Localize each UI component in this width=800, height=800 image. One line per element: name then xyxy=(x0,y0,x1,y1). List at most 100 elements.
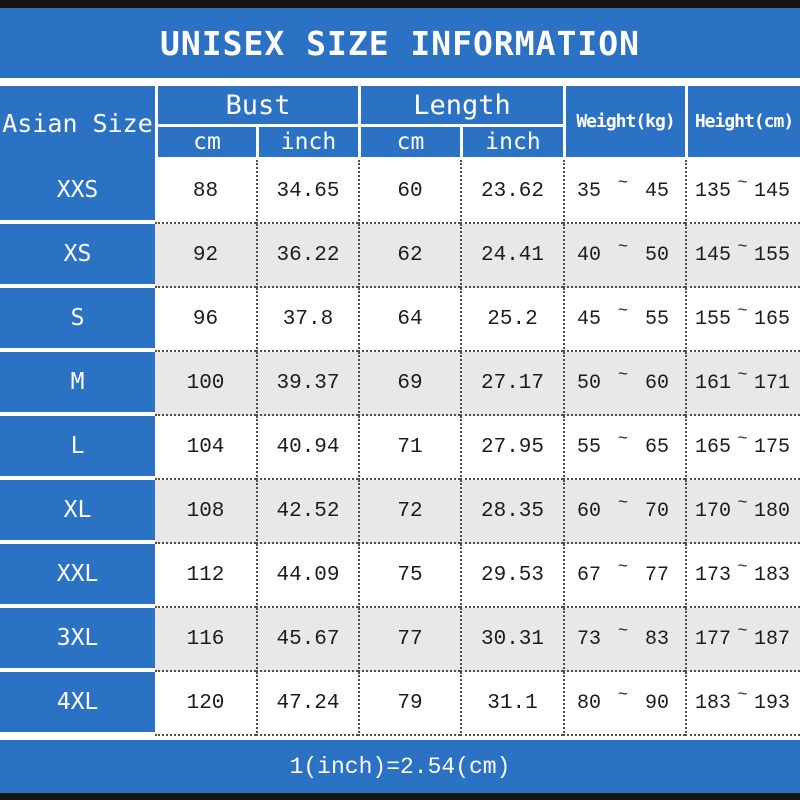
size-label: M xyxy=(0,352,155,416)
tilde-separator: ~ xyxy=(617,493,629,513)
height-min-value: 135 xyxy=(695,179,732,203)
bust-cm-value: 108 xyxy=(155,480,256,544)
weight-max-value: 70 xyxy=(644,499,669,523)
weight-range: 35 ~ 45 xyxy=(563,160,685,224)
tilde-separator: ~ xyxy=(617,621,629,641)
table-row: XXL 112 44.09 75 29.53 67 ~ 77 173 ~ 183 xyxy=(0,544,800,608)
size-label: L xyxy=(0,416,155,480)
weight-max-value: 90 xyxy=(644,691,669,715)
bust-cm-value: 92 xyxy=(155,224,256,288)
bottom-edge-bar xyxy=(0,793,800,800)
header-length-cm: cm xyxy=(358,127,460,160)
length-cm-value: 64 xyxy=(358,288,460,352)
table-row: XL 108 42.52 72 28.35 60 ~ 70 170 ~ 180 xyxy=(0,480,800,544)
height-min-value: 170 xyxy=(695,499,732,523)
bust-inch-value: 47.24 xyxy=(256,672,358,736)
height-range: 135 ~ 145 xyxy=(685,160,800,224)
tilde-separator: ~ xyxy=(737,621,748,641)
bust-inch-value: 39.37 xyxy=(256,352,358,416)
tilde-separator: ~ xyxy=(617,237,629,257)
table-body: XXS 88 34.65 60 23.62 35 ~ 45 135 ~ 145 … xyxy=(0,160,800,736)
bust-inch-value: 34.65 xyxy=(256,160,358,224)
table-row: 4XL 120 47.24 79 31.1 80 ~ 90 183 ~ 193 xyxy=(0,672,800,736)
weight-max-value: 83 xyxy=(644,627,669,651)
header-length: Length xyxy=(358,86,563,127)
title-divider xyxy=(0,78,800,86)
height-max-value: 183 xyxy=(753,563,790,587)
bust-cm-value: 96 xyxy=(155,288,256,352)
length-inch-value: 27.17 xyxy=(460,352,563,416)
tilde-separator: ~ xyxy=(617,365,629,385)
weight-max-value: 45 xyxy=(644,179,669,203)
weight-min-value: 80 xyxy=(577,691,602,715)
height-min-value: 183 xyxy=(695,691,732,715)
tilde-separator: ~ xyxy=(617,685,629,705)
table-row: XXS 88 34.65 60 23.62 35 ~ 45 135 ~ 145 xyxy=(0,160,800,224)
table-row: M 100 39.37 69 27.17 50 ~ 60 161 ~ 171 xyxy=(0,352,800,416)
weight-range: 55 ~ 65 xyxy=(563,416,685,480)
size-label: S xyxy=(0,288,155,352)
header-bust-cm: cm xyxy=(155,127,256,160)
weight-range: 67 ~ 77 xyxy=(563,544,685,608)
bust-inch-value: 36.22 xyxy=(256,224,358,288)
weight-max-value: 55 xyxy=(644,307,669,331)
height-min-value: 161 xyxy=(695,371,732,395)
weight-min-value: 55 xyxy=(577,435,602,459)
weight-range: 80 ~ 90 xyxy=(563,672,685,736)
bust-inch-value: 44.09 xyxy=(256,544,358,608)
size-label: XS xyxy=(0,224,155,288)
bust-cm-value: 104 xyxy=(155,416,256,480)
table-row: 3XL 116 45.67 77 30.31 73 ~ 83 177 ~ 187 xyxy=(0,608,800,672)
header-bust: Bust xyxy=(155,86,358,127)
length-inch-value: 23.62 xyxy=(460,160,563,224)
top-edge-bar xyxy=(0,0,800,8)
length-inch-value: 24.41 xyxy=(460,224,563,288)
height-range: 145 ~ 155 xyxy=(685,224,800,288)
weight-min-value: 40 xyxy=(577,243,602,267)
height-max-value: 165 xyxy=(753,307,790,331)
weight-min-value: 45 xyxy=(577,307,602,331)
weight-range: 60 ~ 70 xyxy=(563,480,685,544)
length-inch-value: 28.35 xyxy=(460,480,563,544)
size-label: XXS xyxy=(0,160,155,224)
table-row: L 104 40.94 71 27.95 55 ~ 65 165 ~ 175 xyxy=(0,416,800,480)
height-min-value: 155 xyxy=(695,307,732,331)
bust-cm-value: 112 xyxy=(155,544,256,608)
table-header: Asian Size Bust Length cm inch cm inch W… xyxy=(0,86,800,160)
length-inch-value: 30.31 xyxy=(460,608,563,672)
size-label: XXL xyxy=(0,544,155,608)
weight-min-value: 67 xyxy=(577,563,602,587)
weight-max-value: 77 xyxy=(644,563,669,587)
table-row: XS 92 36.22 62 24.41 40 ~ 50 145 ~ 155 xyxy=(0,224,800,288)
height-min-value: 145 xyxy=(695,243,732,267)
length-cm-value: 72 xyxy=(358,480,460,544)
header-length-inch: inch xyxy=(460,127,563,160)
length-inch-value: 25.2 xyxy=(460,288,563,352)
height-range: 183 ~ 193 xyxy=(685,672,800,736)
page-title: UNISEX SIZE INFORMATION xyxy=(160,23,640,63)
weight-max-value: 50 xyxy=(644,243,669,267)
height-max-value: 193 xyxy=(753,691,790,715)
tilde-separator: ~ xyxy=(737,173,748,193)
tilde-separator: ~ xyxy=(737,365,748,385)
length-inch-value: 27.95 xyxy=(460,416,563,480)
weight-range: 45 ~ 55 xyxy=(563,288,685,352)
weight-min-value: 35 xyxy=(577,179,602,203)
height-max-value: 175 xyxy=(753,435,790,459)
header-asian-size: Asian Size xyxy=(0,86,155,160)
tilde-separator: ~ xyxy=(737,301,748,321)
height-range: 177 ~ 187 xyxy=(685,608,800,672)
length-cm-value: 79 xyxy=(358,672,460,736)
weight-min-value: 60 xyxy=(577,499,602,523)
tilde-separator: ~ xyxy=(617,557,629,577)
bust-inch-value: 42.52 xyxy=(256,480,358,544)
header-height: Height(cm) xyxy=(685,86,800,160)
tilde-separator: ~ xyxy=(737,685,748,705)
height-max-value: 145 xyxy=(753,179,790,203)
weight-max-value: 60 xyxy=(644,371,669,395)
length-cm-value: 60 xyxy=(358,160,460,224)
footer-divider xyxy=(0,736,800,740)
height-max-value: 180 xyxy=(753,499,790,523)
weight-min-value: 73 xyxy=(577,627,602,651)
